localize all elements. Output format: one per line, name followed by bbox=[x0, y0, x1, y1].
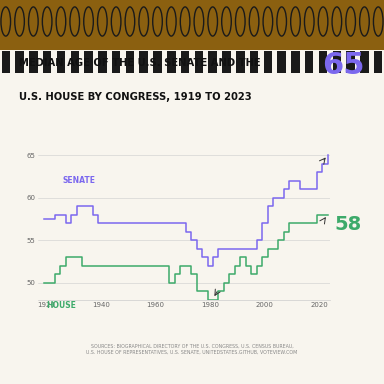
FancyBboxPatch shape bbox=[209, 51, 217, 73]
FancyBboxPatch shape bbox=[112, 51, 120, 73]
Text: 58: 58 bbox=[334, 215, 362, 234]
FancyBboxPatch shape bbox=[167, 51, 175, 73]
FancyBboxPatch shape bbox=[374, 51, 382, 73]
Text: SOURCES: BIOGRAPHICAL DIRECTORY OF THE U.S. CONGRESS, U.S. CENSUS BUREAU,
U.S. H: SOURCES: BIOGRAPHICAL DIRECTORY OF THE U… bbox=[86, 344, 298, 355]
FancyBboxPatch shape bbox=[29, 51, 38, 73]
Text: U.S. HOUSE BY CONGRESS, 1919 TO 2023: U.S. HOUSE BY CONGRESS, 1919 TO 2023 bbox=[19, 92, 252, 102]
FancyBboxPatch shape bbox=[250, 51, 258, 73]
Text: HOUSE: HOUSE bbox=[46, 301, 76, 310]
FancyBboxPatch shape bbox=[278, 51, 286, 73]
FancyBboxPatch shape bbox=[0, 52, 384, 77]
FancyBboxPatch shape bbox=[57, 51, 65, 73]
Text: 65: 65 bbox=[322, 51, 365, 81]
FancyBboxPatch shape bbox=[2, 51, 10, 73]
Text: MEDIAN AGE OF THE U.S. SENATE AND THE: MEDIAN AGE OF THE U.S. SENATE AND THE bbox=[19, 58, 261, 68]
FancyBboxPatch shape bbox=[222, 51, 231, 73]
FancyBboxPatch shape bbox=[98, 51, 106, 73]
FancyBboxPatch shape bbox=[333, 51, 341, 73]
Text: SENATE: SENATE bbox=[63, 176, 96, 185]
FancyBboxPatch shape bbox=[181, 51, 189, 73]
FancyBboxPatch shape bbox=[153, 51, 162, 73]
FancyBboxPatch shape bbox=[84, 51, 93, 73]
FancyBboxPatch shape bbox=[346, 51, 355, 73]
FancyBboxPatch shape bbox=[139, 51, 148, 73]
FancyBboxPatch shape bbox=[236, 51, 245, 73]
FancyBboxPatch shape bbox=[291, 51, 300, 73]
FancyBboxPatch shape bbox=[195, 51, 203, 73]
FancyBboxPatch shape bbox=[305, 51, 313, 73]
FancyBboxPatch shape bbox=[71, 51, 79, 73]
FancyBboxPatch shape bbox=[360, 51, 369, 73]
FancyBboxPatch shape bbox=[319, 51, 327, 73]
FancyBboxPatch shape bbox=[126, 51, 134, 73]
FancyBboxPatch shape bbox=[264, 51, 272, 73]
FancyBboxPatch shape bbox=[43, 51, 51, 73]
FancyBboxPatch shape bbox=[15, 51, 24, 73]
